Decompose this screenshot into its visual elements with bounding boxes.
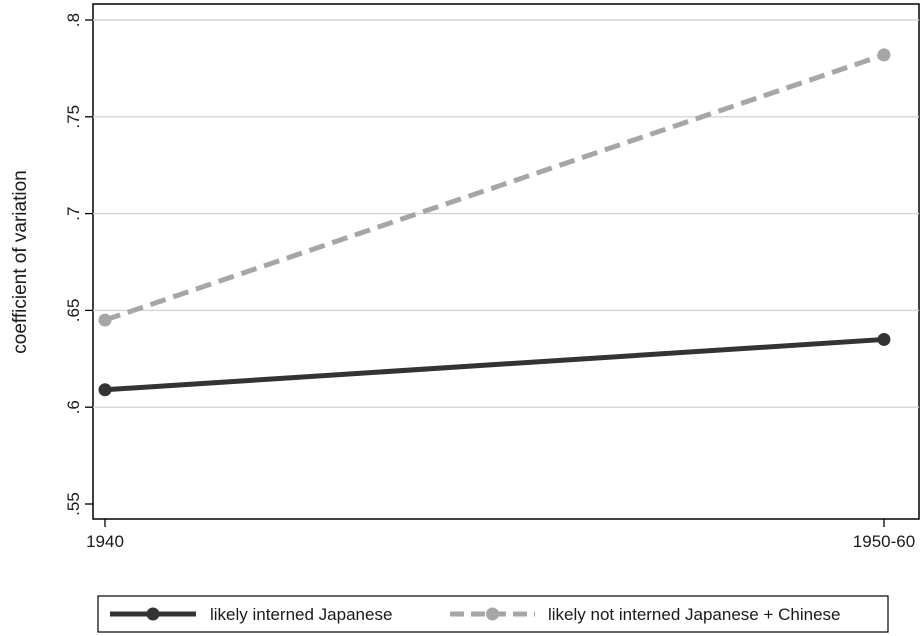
y-tick-label: .8	[64, 13, 83, 27]
legend: likely interned Japanese likely not inter…	[97, 595, 889, 633]
x-axis: 1940 1950-60	[86, 519, 915, 551]
legend-swatch-marker	[146, 607, 160, 621]
y-tick-label: .75	[64, 105, 83, 129]
x-tick-label: 1940	[86, 532, 124, 551]
y-axis: .55 .6 .65 .7 .75 .8	[64, 13, 93, 516]
grid	[93, 19, 919, 408]
data-point	[877, 48, 891, 62]
legend-label: likely not interned Japanese + Chinese	[548, 605, 841, 624]
y-axis-title: coefficient of variation	[10, 170, 31, 353]
y-tick-label: .65	[64, 299, 83, 323]
y-tick-label: .6	[64, 400, 83, 414]
data-point	[877, 332, 891, 346]
data-point	[98, 313, 112, 327]
y-tick-label: .55	[64, 492, 83, 516]
plot-area	[92, 3, 920, 520]
x-tick-label: 1950-60	[853, 532, 915, 551]
series-line	[104, 52, 885, 323]
legend-label: likely interned Japanese	[210, 605, 392, 624]
series-line	[104, 336, 885, 393]
data-point	[98, 383, 112, 397]
y-tick-label: .7	[64, 207, 83, 221]
series-layer	[98, 48, 891, 397]
legend-swatch-marker	[486, 607, 499, 621]
